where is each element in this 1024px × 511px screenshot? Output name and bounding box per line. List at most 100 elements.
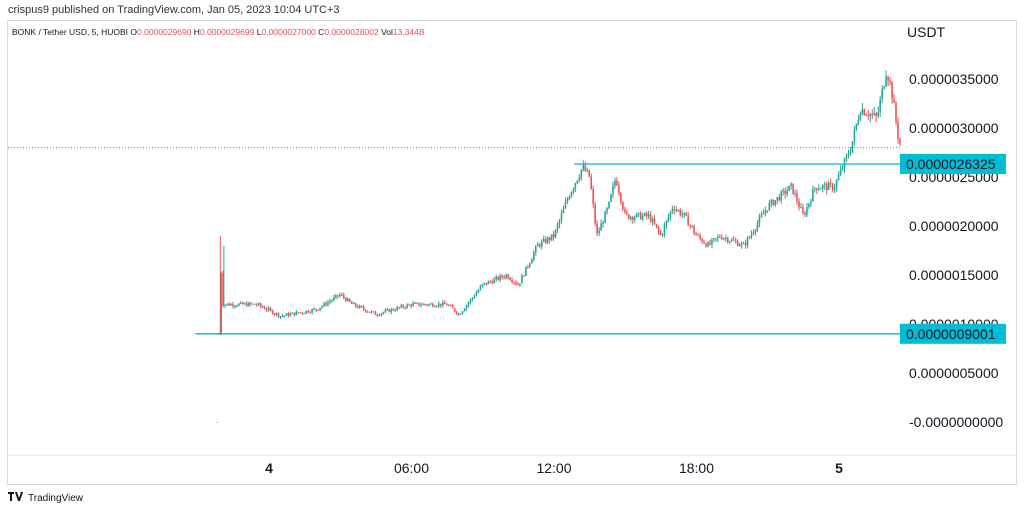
candle-body [422,303,424,306]
candle-body [612,185,614,195]
candle-body [459,313,462,315]
candle-body [259,303,262,307]
candle-body [633,217,636,220]
candle-body [740,243,743,246]
candle-body [816,188,818,191]
candle-body [449,305,452,307]
candle-body [723,238,725,240]
candle-body [675,210,678,212]
candle-body [420,305,422,307]
candle-body [703,242,705,244]
candle-body [362,307,365,310]
candle-body [647,214,650,217]
candle-body [507,274,509,279]
candle-body [629,216,632,219]
candle-body [754,229,757,233]
candle-body [495,276,498,280]
candle-body [786,190,788,195]
candle-body [517,284,519,286]
candle-body [503,277,505,279]
candle-body [835,180,838,188]
candle-body [544,238,547,243]
candle-body [657,226,660,232]
candle-body [246,303,248,307]
candle-body [738,245,741,247]
candle-body [626,211,628,215]
chart-frame[interactable] [7,20,1017,485]
candle-body [374,311,377,316]
y-tick-label: 0.0000030000 [909,120,999,136]
candle-body [588,170,591,177]
candle-body [794,193,796,195]
candle-body [683,212,686,215]
candle-body [343,294,345,298]
candle-body [578,177,581,181]
candle-body [624,209,626,212]
candle-body [679,210,682,216]
candle-body [554,229,557,238]
candle-body [568,196,571,200]
candle-body [263,307,266,310]
candle-body [758,217,761,224]
candle-body [398,307,401,309]
candle-body [643,213,646,216]
candle-body [354,303,357,307]
tradingview-logo-icon [8,492,24,504]
candle-body [471,297,474,300]
candle-body [562,208,565,214]
candle-body [620,193,622,203]
candle-body [628,214,630,219]
candle-body [806,207,808,215]
candle-body [873,113,876,115]
candle-body [802,207,804,214]
candle-body [249,302,252,304]
candle-body [861,109,864,114]
candle-body [402,305,404,308]
candle-body [364,309,367,312]
footer-brand[interactable]: TradingView [28,492,84,504]
candle-body [558,220,561,225]
legend-high-value: 0.0000029699 [199,27,255,37]
candle-body [574,183,577,189]
candle-body [487,281,490,285]
candle-body [269,308,272,311]
candle-body [546,237,549,243]
candle-body [770,199,773,204]
candle-body [400,305,403,308]
footer: TradingView [8,492,83,504]
candle-body [509,278,511,281]
candle-body [748,236,751,238]
candle-body [881,88,883,100]
legend-open-label: O [130,27,138,37]
candle-body [695,233,697,236]
price-axis-unit: USDT [907,24,946,40]
candle-body [699,235,701,239]
candle-body [780,191,783,201]
candle-body [392,309,395,311]
candle-body [655,224,658,227]
candle-body [711,239,713,245]
y-tick-label: 0.0000005000 [909,365,999,381]
candle-body [307,310,309,313]
candle-body [818,188,820,191]
candle-body [477,290,480,293]
candle-body [760,214,763,218]
candle-body [265,309,268,311]
candle-body [891,81,893,99]
candle-body [428,304,430,306]
candle-body [467,302,470,306]
candle-body [810,201,812,204]
y-tick-label: 0.0000020000 [909,218,999,234]
candle-body [489,281,492,283]
candle-body [475,292,478,297]
candle-body [465,305,468,309]
candle-body [285,313,288,316]
candle-body [637,212,640,214]
candle-body [222,273,224,307]
candle-body [768,203,771,211]
candle-body [837,175,840,181]
candle-body [453,308,456,312]
candle-body [734,240,737,242]
candle-body [865,115,868,117]
